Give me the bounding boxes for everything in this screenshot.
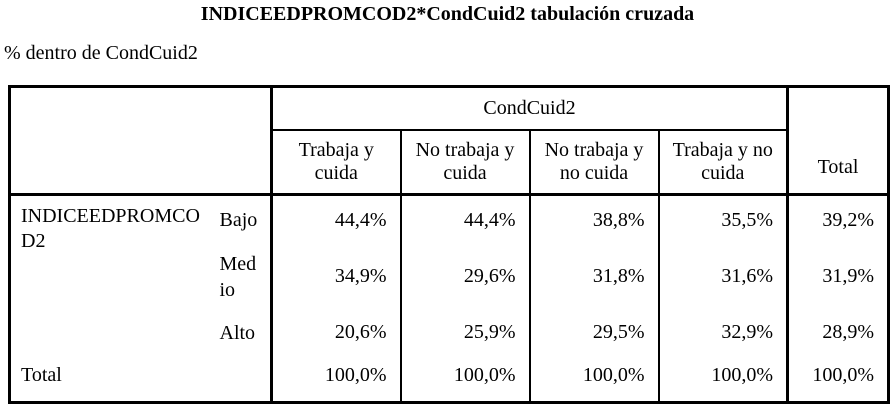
data-cell: 25,9% (400, 308, 531, 357)
data-cell: 100,0% (529, 356, 660, 403)
row-total-cell: 100,0% (812, 363, 874, 386)
column-header-no-trabaja-y-no-cuida: No trabaja y no cuida (529, 130, 660, 196)
data-cell: 44,4% (400, 194, 531, 245)
table-row-alto: Alto 20,6% 25,9% 29,5% 32,9% 28,9% (10, 308, 889, 357)
data-cell: 31,8% (529, 244, 660, 309)
data-cell: 34,9% (271, 244, 402, 309)
table-row-bajo: INDICEEDPROMCOD2 Bajo 44,4% 44,4% 38,8% … (10, 194, 889, 252)
row-category-label-bajo: Bajo (214, 194, 273, 245)
data-cell: 20,6% (271, 308, 402, 357)
data-cell: 38,8% (529, 194, 660, 245)
table-row-medio: Medio 34,9% 29,6% 31,8% 31,6% 31,9% (10, 244, 889, 309)
data-cell: 32,9% (658, 308, 789, 357)
data-cell: 100,0% (271, 356, 402, 403)
column-group-header: CondCuid2 (271, 86, 789, 131)
data-cell: 44,4% (271, 194, 402, 245)
total-row-label: Total (9, 356, 273, 403)
table-row-total: Total 100,0% 100,0% 100,0% 100,0% 100,0% (9, 356, 889, 403)
row-total-cell: 28,9% (822, 321, 874, 343)
column-header-trabaja-y-no-cuida: Trabaja y no cuida (658, 130, 789, 196)
column-header-no-trabaja-y-cuida: No trabaja y cuida (400, 130, 531, 196)
data-cell: 35,5% (658, 194, 789, 245)
row-category-label-alto: Alto (214, 308, 273, 357)
row-variable-label: INDICEEDPROMCOD2 (21, 205, 200, 252)
table-corner-cell (9, 86, 273, 196)
column-header-trabaja-y-cuida: Trabaja y cuida (271, 130, 402, 196)
page-title: INDICEEDPROMCOD2*CondCuid2 tabulación cr… (200, 3, 695, 25)
data-cell: 100,0% (658, 356, 789, 403)
row-category-label-medio: Medio (214, 244, 273, 309)
table-caption: % dentro de CondCuid2 (4, 42, 198, 64)
data-cell: 100,0% (400, 356, 531, 403)
data-cell: 29,5% (529, 308, 660, 357)
total-column-header: Total (786, 86, 889, 196)
data-cell: 29,6% (400, 244, 531, 309)
crosstab-table: CondCuid2 Total Trabaja y cuida No traba… (8, 85, 890, 404)
row-total-cell: 39,2% (822, 208, 874, 231)
row-total-cell: 31,9% (822, 265, 874, 287)
data-cell: 31,6% (658, 244, 789, 309)
